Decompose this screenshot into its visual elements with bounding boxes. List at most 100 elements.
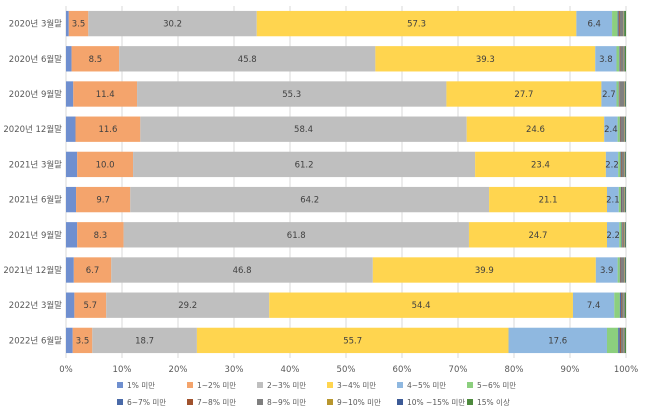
legend-swatch — [467, 382, 473, 388]
legend-swatch — [257, 399, 263, 405]
legend-label: 10% ~15% 미만 — [407, 398, 465, 407]
data-label: 5.7 — [84, 301, 98, 311]
bar-segment — [620, 116, 625, 142]
bar-segment — [622, 222, 623, 248]
legend-label: 4~5% 미만 — [407, 381, 446, 390]
bar-segment — [196, 327, 509, 354]
bar-segment — [620, 327, 624, 354]
bar-segment — [624, 151, 626, 178]
legend-label: 2~3% 미만 — [267, 381, 306, 390]
bar-segment — [620, 292, 622, 318]
legend-swatch — [467, 399, 473, 405]
bar-segment — [256, 10, 577, 37]
legend-swatch — [117, 399, 123, 405]
data-label: 21.1 — [539, 196, 558, 206]
bar-segment — [618, 327, 620, 354]
data-label: 64.2 — [300, 196, 319, 206]
data-label: 24.7 — [529, 231, 548, 241]
bar-segment — [619, 292, 621, 318]
bar-segment — [619, 10, 624, 37]
data-label: 57.3 — [407, 20, 426, 30]
data-label: 61.8 — [287, 231, 306, 241]
bar-segment — [623, 292, 625, 318]
bar-segment — [619, 116, 621, 142]
data-label: 2.2 — [605, 160, 619, 170]
data-labels: 3.5 30.2 57.3 6.4 8.5 45.8 39.3 3.8 11.4 55.3 27.7… — [72, 20, 620, 347]
x-tick-label: 50% — [337, 365, 356, 375]
data-label: 6.7 — [86, 266, 100, 276]
legend-label: 9~10% 미만 — [337, 398, 381, 407]
bar-segment — [66, 81, 74, 107]
data-label: 61.2 — [295, 160, 314, 170]
bar-segment — [489, 186, 607, 213]
bar-segment — [73, 81, 138, 107]
category-label: 2021년 3월말 — [9, 159, 62, 170]
data-label: 55.7 — [343, 336, 362, 346]
bar-segment — [618, 186, 621, 213]
data-label: 55.3 — [282, 90, 301, 100]
bar-segment — [606, 222, 620, 248]
bar-segment — [475, 151, 606, 178]
bar-segment — [123, 222, 469, 248]
bar-segment — [624, 222, 626, 248]
bar-segment — [466, 116, 605, 142]
bar-segment — [621, 151, 625, 178]
bar-segment — [66, 292, 75, 318]
bar-segment — [624, 186, 626, 213]
bar-segment — [75, 116, 141, 142]
category-label: 2021년 9월말 — [9, 230, 62, 241]
bar-segment — [66, 10, 69, 37]
data-label: 30.2 — [163, 20, 182, 30]
data-label: 6.4 — [587, 20, 601, 30]
bar-segment — [269, 292, 573, 318]
bar-segment — [620, 186, 622, 213]
bar-segment — [446, 81, 602, 107]
data-label: 8.3 — [94, 231, 108, 241]
legend-swatch — [257, 382, 263, 388]
data-label: 2.7 — [602, 90, 616, 100]
data-label: 3.8 — [599, 55, 613, 65]
bar-segment — [620, 46, 624, 72]
bar-segment — [620, 257, 625, 283]
x-tick-label: 10% — [113, 365, 132, 375]
bar-segment — [616, 81, 619, 107]
bar-segment — [621, 186, 623, 213]
legend-swatch — [327, 382, 333, 388]
bar-segment — [74, 292, 107, 318]
bar-segment — [595, 257, 618, 283]
bar-segment — [624, 81, 625, 107]
bar-segment — [601, 81, 617, 107]
bar-segment — [625, 257, 626, 283]
bar-segment — [625, 116, 626, 142]
bar-segment — [77, 151, 134, 178]
category-label: 2022년 6월말 — [9, 335, 62, 346]
data-label: 9.7 — [96, 196, 110, 206]
x-tick-label: 30% — [225, 365, 244, 375]
legend-label: 5~6% 미만 — [477, 381, 516, 390]
bar-segment — [606, 186, 619, 213]
bar-segment — [620, 257, 621, 283]
x-tick-label: 60% — [393, 365, 412, 375]
bar-segment — [619, 222, 622, 248]
data-label: 2.2 — [606, 231, 620, 241]
bar-segment — [133, 151, 476, 178]
bar-segment — [623, 10, 625, 37]
data-label: 17.6 — [548, 336, 567, 346]
bar-segment — [468, 222, 607, 248]
bar-segment — [620, 116, 621, 142]
bar-segment — [72, 327, 93, 354]
bar-segment — [66, 116, 76, 142]
data-label: 27.7 — [514, 90, 533, 100]
data-label: 58.4 — [294, 125, 313, 135]
data-label: 3.5 — [76, 336, 90, 346]
bar-segment — [624, 257, 626, 283]
bar-segment — [508, 327, 607, 354]
category-label: 2020년 12월말 — [3, 124, 62, 135]
data-label: 39.3 — [476, 55, 495, 65]
legend-swatch — [397, 399, 403, 405]
bar-segment — [624, 81, 626, 107]
bar-segment — [624, 292, 626, 318]
bar-segment — [619, 81, 625, 107]
bar-segment — [623, 10, 624, 37]
bar-segment — [616, 46, 620, 72]
